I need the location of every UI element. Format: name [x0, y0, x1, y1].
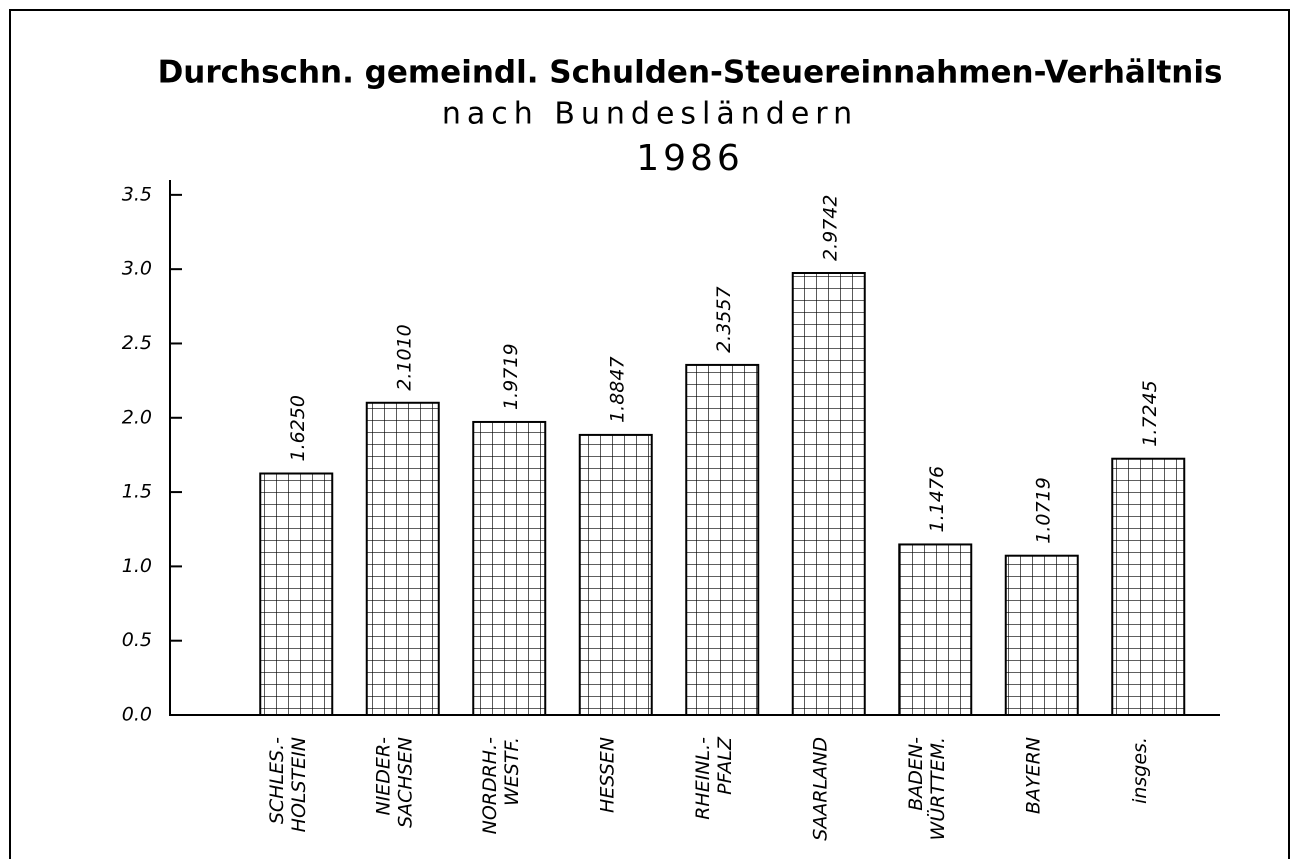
y-tick-label: 1.0 — [122, 555, 152, 577]
value-label: 2.9742 — [819, 195, 841, 261]
bar — [578, 433, 653, 716]
y-tick-label: 3.5 — [122, 183, 152, 205]
chart-title: Durchschn. gemeindl. Schulden-Steuereinn… — [158, 55, 1223, 91]
x-tick-label: HOLSTEIN — [288, 737, 310, 832]
bar — [1111, 457, 1186, 716]
x-tick-label: WÜRTTEM. — [926, 737, 949, 841]
bar — [1004, 554, 1079, 716]
x-tick-label: SAARLAND — [809, 737, 831, 841]
value-label: 1.1476 — [926, 466, 948, 532]
value-label: 2.3557 — [713, 286, 735, 352]
y-tick-label: 0.0 — [122, 704, 152, 726]
bar — [259, 472, 334, 717]
x-tick-label: insges. — [1129, 737, 1151, 804]
x-tick-label: SCHLES.- — [266, 737, 288, 824]
x-tick-label: SACHSEN — [394, 737, 416, 828]
y-tick-label: 1.5 — [122, 481, 152, 503]
y-tick-label: 2.0 — [122, 406, 152, 428]
x-tick-label: WESTF. — [501, 737, 523, 806]
value-label: 1.9719 — [500, 343, 522, 409]
value-label: 1.0719 — [1032, 477, 1054, 543]
value-label: 1.8847 — [606, 356, 628, 422]
bar — [685, 363, 760, 716]
x-tick-label: RHEINL.- — [692, 737, 714, 820]
x-tick-label: NORDRH.- — [479, 737, 501, 835]
bar — [365, 401, 440, 716]
chart-subtitle: nach Bundesländern — [442, 97, 858, 132]
x-tick-label: NIEDER- — [372, 737, 394, 816]
bar — [791, 272, 866, 716]
annotation: 1986 — [636, 138, 744, 179]
frame — [9, 9, 1290, 859]
value-label: 1.7245 — [1139, 380, 1161, 446]
y-tick-label: 3.0 — [122, 258, 152, 280]
bar — [472, 420, 547, 716]
bar — [898, 543, 973, 717]
value-label: 2.1010 — [393, 324, 415, 390]
y-tick-label: 0.5 — [122, 629, 152, 651]
value-label: 1.6250 — [287, 395, 309, 461]
y-tick-label: 2.5 — [122, 332, 152, 354]
x-tick-label: BADEN- — [905, 737, 927, 811]
x-tick-label: BAYERN — [1022, 737, 1044, 814]
x-tick-label: HESSEN — [596, 737, 618, 813]
x-tick-label: PFALZ — [714, 736, 736, 795]
